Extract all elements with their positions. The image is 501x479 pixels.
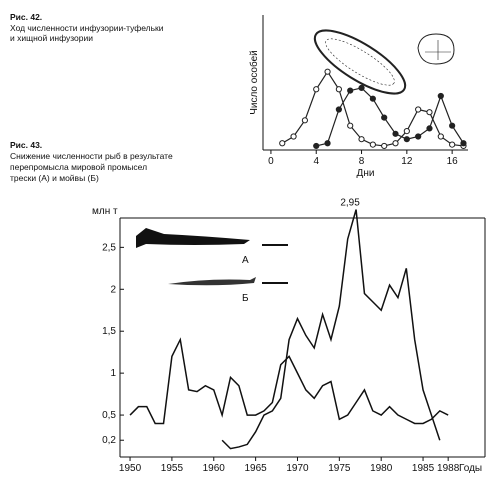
- x-tick-label: 4: [313, 156, 319, 167]
- y-tick-label: 1: [110, 368, 116, 379]
- y-tick-label: 0,2: [102, 435, 116, 446]
- data-point: [449, 122, 456, 129]
- x-tick-label: 1960: [203, 463, 226, 474]
- x-tick-label: 1950: [119, 463, 142, 474]
- data-point: [324, 140, 331, 147]
- data-point: [415, 133, 422, 140]
- data-point: [313, 142, 320, 150]
- illustration: [313, 29, 455, 95]
- y-axis-label: Число особей: [248, 50, 260, 115]
- caption-line: Снижение численности рыб в результате: [10, 151, 173, 161]
- y-tick-label: 0,5: [102, 410, 116, 421]
- x-tick-label: 1955: [161, 463, 184, 474]
- data-point: [426, 109, 433, 116]
- data-point: [335, 106, 342, 113]
- data-point: [415, 106, 422, 113]
- data-point: [347, 87, 354, 94]
- caption-line: перепромысла мировой промысел: [10, 162, 147, 172]
- y-tick-label: 1,5: [102, 326, 116, 337]
- x-axis-label: Годы: [459, 463, 482, 474]
- legend-label: А: [242, 255, 249, 266]
- data-point: [369, 141, 376, 148]
- data-point: [426, 125, 433, 132]
- data-point: [358, 84, 365, 92]
- y-tick-label: 2: [110, 284, 116, 295]
- data-point: [347, 122, 354, 129]
- data-point: [403, 136, 410, 143]
- x-tick-label: 1975: [328, 463, 351, 474]
- x-tick-label: 1988: [437, 463, 460, 474]
- data-point: [381, 142, 388, 150]
- data-point: [358, 136, 365, 143]
- data-point: [437, 92, 444, 100]
- x-tick-label: 16: [447, 156, 459, 167]
- x-tick-label: 1985: [412, 463, 435, 474]
- y-axis-label: млн т: [92, 206, 118, 217]
- x-tick-label: 12: [401, 156, 413, 167]
- x-tick-label: 8: [359, 156, 365, 167]
- data-point: [335, 86, 342, 93]
- legend-label: Б: [242, 293, 249, 304]
- data-point: [403, 128, 410, 135]
- data-point: [290, 133, 297, 140]
- data-point: [392, 140, 399, 147]
- figure-label: Рис. 42.: [10, 12, 42, 22]
- series-line: [129, 337, 449, 425]
- fish-illustration: [136, 228, 256, 286]
- figure-label: Рис. 43.: [10, 140, 42, 150]
- data-point: [381, 114, 388, 121]
- x-tick-label: 1970: [286, 463, 309, 474]
- data-point: [324, 68, 331, 75]
- series-line: [316, 87, 464, 147]
- data-point: [301, 117, 309, 124]
- data-point: [279, 140, 286, 147]
- x-tick-label: 0: [268, 156, 274, 167]
- series-line: [221, 209, 441, 450]
- x-axis-label: Дни: [357, 168, 375, 179]
- y-tick-label: 2,5: [102, 242, 116, 253]
- value-label: 2,95: [340, 198, 360, 209]
- data-point: [369, 95, 376, 102]
- data-point: [449, 141, 456, 148]
- data-point: [437, 133, 444, 140]
- caption-line: трески (А) и мойвы (Б): [10, 173, 99, 183]
- x-tick-label: 1965: [244, 463, 267, 474]
- data-point: [460, 140, 467, 147]
- caption-line: и хищной инфузории: [10, 33, 93, 43]
- x-tick-label: 1980: [370, 463, 393, 474]
- data-point: [313, 86, 320, 93]
- data-point: [392, 130, 399, 137]
- caption-line: Ход численности инфузории-туфельки: [10, 23, 164, 33]
